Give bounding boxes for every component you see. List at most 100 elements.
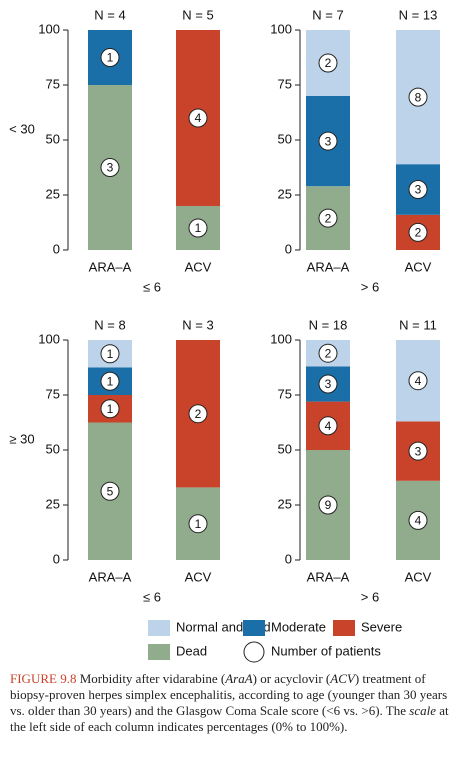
count-circle [100, 158, 120, 177]
legend-swatch [243, 620, 265, 636]
x-tick-label: ARA–A [89, 569, 132, 584]
caption: FIGURE 9.8 Morbidity after vidarabine (A… [10, 671, 450, 735]
caption-text: AraA [225, 671, 253, 686]
x-axis-label: ≤ 6 [143, 589, 161, 604]
count-circle [188, 404, 208, 424]
count-label: 2 [415, 226, 422, 240]
legend-swatch [148, 644, 170, 660]
count-circle [318, 53, 338, 73]
count-circle [188, 514, 208, 534]
count-label: 2 [325, 56, 332, 70]
y-tick-label: 75 [278, 76, 292, 91]
legend-circle [243, 641, 265, 663]
legend-label: Dead [176, 643, 207, 658]
count-label: 3 [107, 161, 114, 175]
y-tick-label: 50 [278, 441, 292, 456]
count-circle [318, 416, 338, 436]
y-tick-label: 25 [278, 186, 292, 201]
n-label: N = 18 [309, 317, 348, 332]
count-circle [100, 399, 120, 419]
legend-label: Number of patients [271, 643, 381, 658]
count-label: 8 [415, 90, 422, 104]
caption-text: Morbidity after vidarabine ( [76, 671, 226, 686]
row-label: < 30 [9, 121, 35, 136]
count-label: 4 [415, 514, 422, 528]
x-tick-label: ARA–A [89, 259, 132, 274]
count-circle [100, 371, 120, 391]
caption-label: FIGURE 9.8 [10, 671, 77, 686]
count-label: 3 [325, 377, 332, 391]
y-tick-label: 100 [38, 331, 60, 346]
y-tick-label: 0 [285, 241, 292, 256]
x-tick-label: ACV [405, 569, 432, 584]
x-tick-label: ARA–A [307, 569, 350, 584]
count-label: 3 [415, 183, 422, 197]
count-circle [408, 371, 428, 391]
count-circle [408, 441, 428, 461]
x-axis-label: > 6 [361, 589, 379, 604]
count-circle [318, 131, 338, 151]
count-circle [408, 510, 428, 530]
n-label: N = 5 [182, 7, 213, 22]
count-circle [188, 218, 208, 238]
y-tick-label: 75 [46, 76, 60, 91]
caption-text: at the left side of each column indicate… [10, 703, 449, 734]
x-tick-label: ACV [405, 259, 432, 274]
legend-label: Severe [361, 619, 402, 634]
count-circle [318, 343, 338, 363]
y-tick-label: 50 [46, 131, 60, 146]
count-label: 3 [325, 134, 332, 148]
legend-swatch [333, 620, 355, 636]
y-tick-label: 25 [46, 496, 60, 511]
count-label: 4 [195, 111, 202, 125]
y-tick-label: 0 [53, 551, 60, 566]
y-tick-label: 50 [278, 131, 292, 146]
count-circle [100, 344, 120, 364]
legend-swatch [148, 620, 170, 636]
count-label: 2 [195, 407, 202, 421]
count-circle [318, 208, 338, 228]
legend-label: Moderate [271, 619, 326, 634]
x-tick-label: ACV [185, 259, 212, 274]
count-circle [100, 48, 120, 67]
n-label: N = 4 [94, 7, 125, 22]
y-tick-label: 75 [278, 386, 292, 401]
count-label: 1 [195, 517, 202, 531]
y-tick-label: 50 [46, 441, 60, 456]
y-tick-label: 75 [46, 386, 60, 401]
y-tick-label: 100 [38, 21, 60, 36]
x-tick-label: ARA–A [307, 259, 350, 274]
x-axis-label: > 6 [361, 279, 379, 294]
count-label: 1 [107, 347, 114, 361]
count-label: 1 [107, 374, 114, 388]
caption-text: scale [409, 703, 436, 718]
count-circle [318, 495, 338, 515]
n-label: N = 8 [94, 317, 125, 332]
count-circle [408, 222, 428, 242]
n-label: N = 7 [312, 7, 343, 22]
count-circle [188, 108, 208, 128]
count-circle [408, 87, 428, 107]
caption-text: ACV [330, 671, 355, 686]
count-label: 3 [415, 444, 422, 458]
y-tick-label: 0 [53, 241, 60, 256]
y-tick-label: 0 [285, 551, 292, 566]
count-label: 9 [325, 498, 332, 512]
x-tick-label: ACV [185, 569, 212, 584]
count-label: 5 [107, 484, 114, 498]
count-circle [100, 481, 120, 501]
count-label: 1 [107, 402, 114, 416]
y-tick-label: 100 [270, 331, 292, 346]
count-circle [318, 374, 338, 394]
count-label: 4 [325, 419, 332, 433]
count-label: 2 [325, 346, 332, 360]
caption-text: ) treatment of biopsy-proven herpes simp… [10, 671, 448, 718]
y-tick-label: 25 [46, 186, 60, 201]
x-axis-label: ≤ 6 [143, 279, 161, 294]
count-label: 1 [195, 221, 202, 235]
count-circle [408, 180, 428, 199]
count-label: 4 [415, 374, 422, 388]
row-label: ≥ 30 [9, 431, 34, 446]
